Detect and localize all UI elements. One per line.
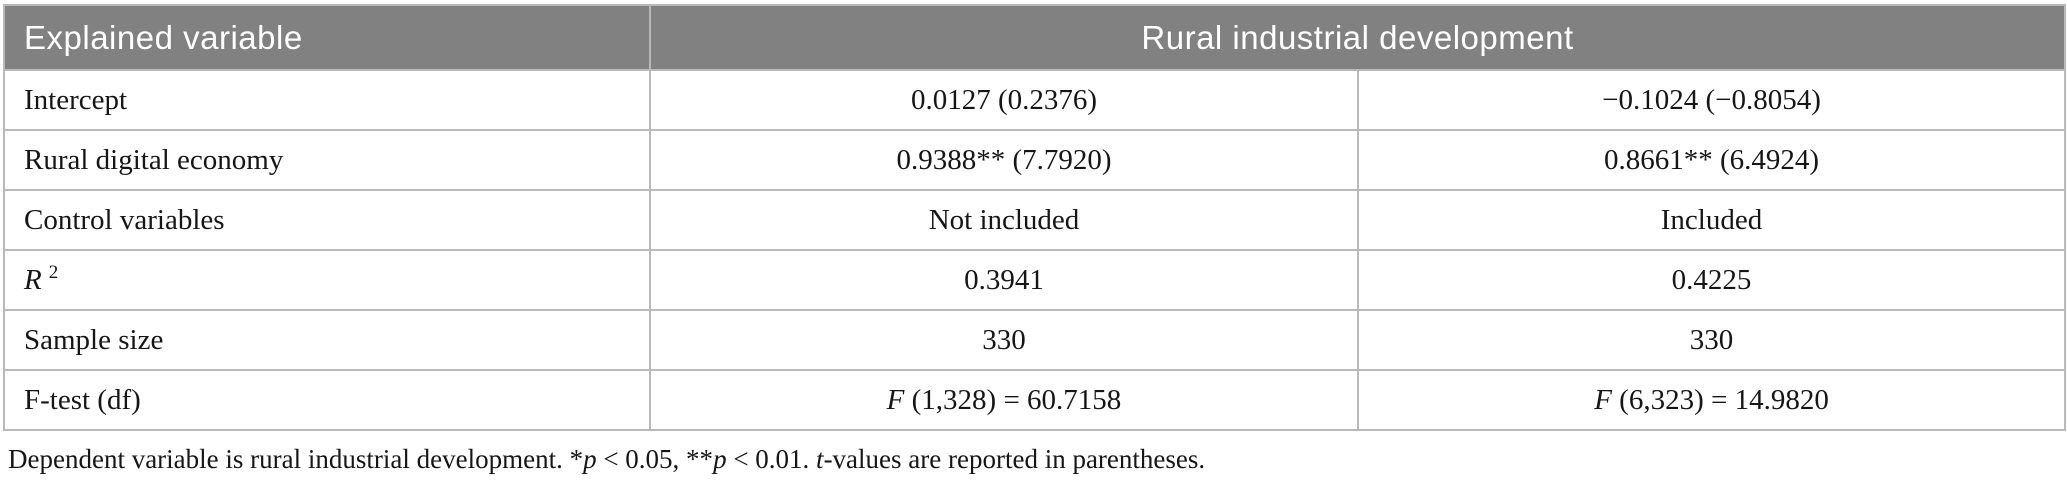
row-rural-digital-economy-model2-value: 0.8661** (6.4924) (1356, 129, 2067, 191)
footnote-text-segment: < 0.05, ** (596, 444, 714, 474)
row-rural-digital-economy: Rural digital economy 0.9388** (7.7920) … (3, 129, 2067, 191)
row-intercept-model2-value: −0.1024 (−0.8054) (1356, 69, 2067, 131)
row-r-squared-model2-value: 0.4225 (1356, 249, 2067, 311)
footnote-p-symbol: p (583, 444, 597, 474)
row-control-variables: Control variables Not included Included (3, 189, 2067, 251)
row-r-squared-model1-value: 0.3941 (649, 249, 1359, 311)
footnote-t-symbol: t (816, 444, 824, 474)
table-footnote: Dependent variable is rural industrial d… (8, 444, 2064, 475)
f-statistic-symbol: F (886, 383, 905, 416)
header-row: Explained variable Rural industrial deve… (3, 4, 2067, 71)
f-statistic-value: (6,323) = 14.9820 (1611, 383, 1829, 416)
row-intercept-model1-value: 0.0127 (0.2376) (649, 69, 1359, 131)
footnote-p-symbol: p (713, 444, 727, 474)
row-sample-size-label: Sample size (3, 309, 651, 371)
row-intercept: Intercept 0.0127 (0.2376) −0.1024 (−0.80… (3, 69, 2067, 131)
row-sample-size-model2-value: 330 (1356, 309, 2067, 371)
header-explained-variable: Explained variable (3, 4, 651, 71)
header-rural-industrial-development: Rural industrial development (648, 4, 2067, 71)
row-f-test: F-test (df) F (1,328) = 60.7158 F (6,323… (3, 369, 2067, 431)
footnote-text-segment: Dependent variable is rural industrial d… (8, 444, 584, 474)
row-rural-digital-economy-label: Rural digital economy (3, 129, 651, 191)
row-f-test-label: F-test (df) (3, 369, 651, 431)
row-sample-size-model1-value: 330 (649, 309, 1359, 371)
row-f-test-model2-value: F (6,323) = 14.9820 (1356, 369, 2067, 431)
footnote-text-segment: -values are reported in parentheses. (823, 444, 1206, 474)
row-sample-size: Sample size 330 330 (3, 309, 2067, 371)
footnote-text-segment: < 0.01. (726, 444, 817, 474)
regression-table: Explained variable Rural industrial deve… (3, 4, 2067, 431)
row-rural-digital-economy-model1-value: 0.9388** (7.7920) (649, 129, 1359, 191)
row-control-variables-label: Control variables (3, 189, 651, 251)
r-squared-exponent: 2 (48, 261, 59, 283)
row-control-variables-model1-value: Not included (649, 189, 1359, 251)
row-control-variables-model2-value: Included (1356, 189, 2067, 251)
r-squared-base: R (24, 263, 42, 296)
row-f-test-model1-value: F (1,328) = 60.7158 (649, 369, 1359, 431)
f-statistic-value: (1,328) = 60.7158 (904, 383, 1122, 416)
row-intercept-label: Intercept (3, 69, 651, 131)
page-container: Explained variable Rural industrial deve… (3, 4, 2067, 475)
f-statistic-symbol: F (1594, 383, 1612, 416)
